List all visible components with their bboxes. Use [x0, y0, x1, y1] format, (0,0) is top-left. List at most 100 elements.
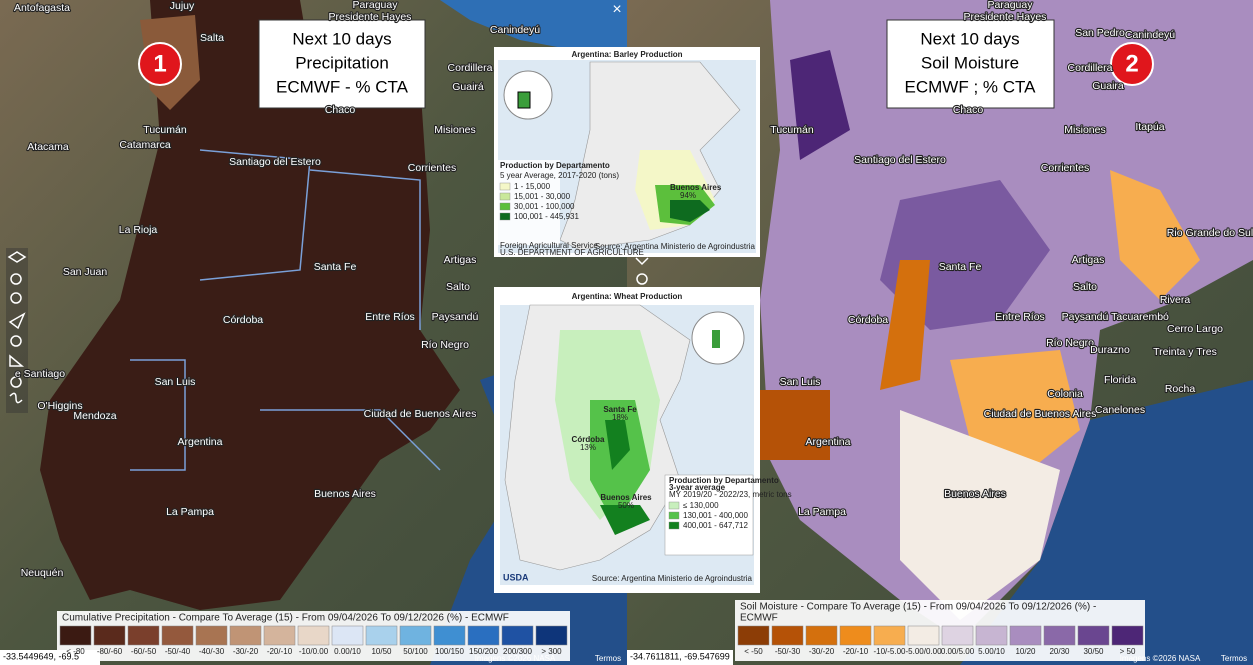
- place-label: Jujuy: [170, 0, 195, 12]
- legend-swatch: [1009, 625, 1042, 646]
- moisture-field: [760, 0, 1253, 640]
- legend-label: -40/-30: [199, 647, 225, 656]
- search-button[interactable]: [10, 335, 22, 347]
- legend-label: ≤ 130,000: [683, 501, 719, 510]
- place-label: Argentina: [806, 436, 851, 448]
- place-label: Itapúa: [1135, 121, 1164, 133]
- boundaries: [130, 149, 441, 471]
- place-label: Guairá: [452, 81, 484, 93]
- region-share: 13%: [580, 443, 596, 452]
- layers-button[interactable]: [635, 257, 649, 266]
- title-box: [886, 19, 1055, 109]
- legend-label: 200/300: [503, 647, 532, 656]
- navigate-button[interactable]: [8, 312, 26, 330]
- legend-label: 5.00/10: [978, 647, 1005, 656]
- place-label: Atacama: [27, 141, 69, 153]
- legend-label: 100/150: [435, 647, 464, 656]
- terms-link[interactable]: Termos: [595, 654, 621, 663]
- draw-button[interactable]: [9, 392, 23, 404]
- place-label: Mendoza: [73, 410, 116, 422]
- legend-swatch: [467, 625, 500, 646]
- place-label: San Pedro: [1075, 27, 1125, 39]
- legend-title: ECMWF: [740, 613, 778, 624]
- place-label: La Rioja: [119, 224, 158, 236]
- place-label: Misiones: [1064, 124, 1105, 136]
- title-box: [258, 19, 426, 109]
- legend-swatch: [331, 625, 364, 646]
- place-label: Salta: [200, 32, 224, 44]
- place-label: Tacuarembó: [1111, 311, 1169, 323]
- place-label: Misiones: [434, 124, 475, 136]
- inset-title: Argentina: Wheat Production: [572, 292, 683, 301]
- region-share: 94%: [680, 191, 696, 200]
- legend-label: 1 - 15,000: [514, 182, 551, 191]
- place-label: Chaco: [325, 104, 356, 116]
- layers-button[interactable]: [7, 251, 27, 263]
- region-share: 18%: [612, 413, 628, 422]
- badge-number: 2: [1125, 50, 1138, 77]
- legend-label: 30,001 - 100,000: [514, 202, 575, 211]
- legend-swatch: [805, 625, 838, 646]
- place-label: Cerro Largo: [1167, 323, 1223, 335]
- zoom-out-button[interactable]: [10, 292, 22, 304]
- legend-label: -20/-10: [267, 647, 293, 656]
- terms-link[interactable]: Termos: [1221, 654, 1247, 663]
- ocean: [960, 380, 1253, 665]
- place-label: Treinta y Tres: [1153, 346, 1217, 358]
- legend-label: 100,001 - 445,931: [514, 212, 579, 221]
- title-line: ECMWF - % CTA: [276, 77, 409, 96]
- inset-legend-subtitle: 5 year Average, 2017-2020 (tons): [500, 171, 619, 180]
- place-label: Durazno: [1090, 344, 1130, 356]
- zoom-in-button[interactable]: [636, 273, 648, 285]
- place-label: Catamarca: [119, 139, 171, 151]
- legend-label: 130,001 - 400,000: [683, 511, 748, 520]
- place-label: Paysandú: [432, 311, 479, 323]
- legend-label: 30/50: [1083, 647, 1104, 656]
- legend-swatch: [59, 625, 92, 646]
- legend-swatch: [365, 625, 398, 646]
- place-label: Rio Grande do Sul: [1167, 227, 1253, 239]
- locator-extent: [517, 91, 531, 109]
- close-button[interactable]: ×: [612, 1, 621, 18]
- moisture-dry: [760, 390, 830, 460]
- legend-label: 15,001 - 30,000: [514, 192, 571, 201]
- measure-button[interactable]: [9, 354, 25, 367]
- place-label: Tucumán: [143, 124, 187, 136]
- place-label: Rivera: [1160, 294, 1191, 306]
- legend-bg: [735, 600, 1145, 661]
- place-label: Santiago del Estero: [854, 154, 946, 166]
- legend-label: -30/-20: [809, 647, 835, 656]
- place-label: Presidente Hayes: [964, 11, 1047, 23]
- zoom-in-button[interactable]: [10, 273, 22, 285]
- place-label: Entre Ríos: [995, 311, 1045, 323]
- legend-label: -50/-40: [165, 647, 191, 656]
- legend-label: -10/0.00: [299, 647, 329, 656]
- credits: Imagens ©2026 NASA: [475, 654, 556, 663]
- agency: USDA: [503, 572, 529, 582]
- place-label: Cordillera: [1068, 62, 1113, 74]
- place-label: Colonia: [1047, 388, 1083, 400]
- legend-label: -10/-5.00: [873, 647, 906, 656]
- legend-swatch: [1111, 625, 1144, 646]
- legend-swatch: [668, 511, 680, 520]
- inset-legend-title: 3-year average: [669, 483, 726, 492]
- place-label: Canelones: [1095, 404, 1145, 416]
- place-label: Paraguay: [353, 0, 399, 11]
- place-label: La Pampa: [798, 506, 846, 518]
- inset-legend-bg: [498, 160, 560, 245]
- place-label: Corrientes: [1041, 162, 1089, 174]
- barley-inset: [494, 47, 760, 257]
- title-line: Soil Moisture: [921, 53, 1019, 72]
- place-label: Corrientes: [408, 162, 456, 174]
- legend-swatch: [873, 625, 906, 646]
- place-label: San Juan: [63, 266, 108, 278]
- place-label: Santa Fe: [939, 261, 982, 273]
- place-label: Cordillera: [448, 62, 493, 74]
- inset-legend-bg: [664, 474, 754, 556]
- badge: [1110, 42, 1154, 86]
- locate-button[interactable]: [10, 376, 22, 388]
- flood-area: [440, 0, 627, 60]
- legend-label: 0.00/5.00: [941, 647, 975, 656]
- precip-field: [40, 0, 460, 610]
